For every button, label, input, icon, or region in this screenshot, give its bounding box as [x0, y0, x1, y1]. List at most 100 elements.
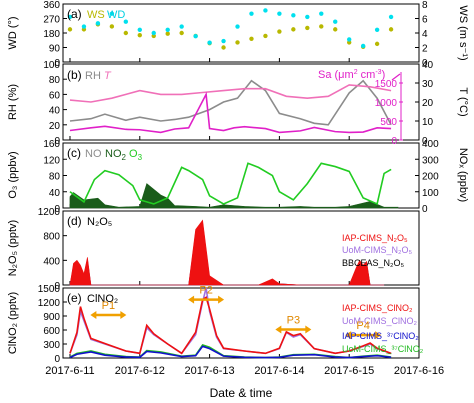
series-IAP-CIMS_³⁷ClNO₂-line: [69, 345, 392, 359]
y-tick-label: 80: [49, 75, 61, 86]
y2-tick-label: 1000: [375, 98, 398, 109]
arrow-head-right: [218, 295, 225, 304]
y-tick-label: 0: [54, 58, 60, 69]
ylabel-n2o5: N₂O₅ (pptv): [7, 220, 19, 276]
ylabel-ws: WS (m s⁻¹): [457, 5, 469, 60]
y-tick-label: 0: [54, 136, 60, 147]
point-WD: [291, 13, 296, 18]
legend-iap-n2o5: IAP-CIMS_N₂O₅: [342, 233, 408, 243]
panel-e-label: (e): [67, 291, 82, 305]
legend-rh: RH: [85, 70, 101, 82]
y-tick-label: 300: [43, 340, 60, 351]
y-tick-label: 40: [49, 106, 61, 117]
annotation-P4: P4: [356, 320, 369, 332]
annotation-P1: P1: [102, 300, 115, 312]
point-WD: [123, 19, 129, 24]
x-tick-label: 2017-6-14: [254, 365, 304, 377]
panel-b-label: (b): [67, 68, 82, 82]
arrow-head-right: [120, 311, 127, 319]
y-tick-label: 1200: [38, 298, 61, 309]
panel-d-species: N₂O₅: [87, 216, 112, 228]
point-WS: [333, 27, 338, 32]
y-tick-label: 2: [422, 44, 428, 55]
y2-tick-label: 0: [391, 136, 397, 147]
series-Sa-line: [69, 91, 392, 134]
point-WD: [346, 37, 352, 42]
y2-tick-label: 1500: [375, 79, 398, 90]
point-WS: [109, 24, 115, 29]
point-WS: [67, 27, 73, 32]
annotation-P3: P3: [287, 314, 300, 326]
point-WS: [123, 30, 129, 36]
y-tick-label: 30: [422, 79, 434, 90]
x-tick-label: 2017-6-12: [115, 365, 165, 377]
legend-no2: NO2: [105, 148, 127, 162]
point-WS: [374, 41, 380, 47]
y-tick-label: 40: [422, 60, 434, 71]
point-WD: [193, 34, 198, 39]
arrow-head-right: [375, 331, 382, 340]
point-WD: [81, 24, 87, 29]
y-tick-label: 0: [54, 204, 60, 215]
ylabel-clno2: ClNO₂ (pptv): [7, 292, 19, 354]
series-IAP-CIMS_N₂O₅-area: [69, 219, 385, 286]
y-tick-label: 0: [54, 281, 60, 292]
point-WD: [109, 11, 115, 16]
y-tick-label: 600: [43, 326, 60, 337]
y-tick-label: 1500: [38, 284, 61, 295]
arrow-head-left: [188, 295, 195, 304]
panel-d-label: (d): [67, 214, 82, 228]
panel-e-frame: [62, 287, 420, 359]
point-WS: [165, 31, 170, 36]
point-WS: [263, 33, 268, 39]
arrow-head-left: [275, 325, 282, 334]
legend-iap-37clno2: IAP-CIMS_³⁷ClNO₂: [342, 331, 419, 341]
series-BBCEAS_N₂O₅-area: [69, 228, 385, 286]
point-WD: [360, 43, 366, 49]
panel-a-label: (a): [67, 7, 82, 21]
legend-t: T: [104, 70, 112, 82]
y-tick-label: 0: [422, 58, 428, 69]
y2-tick-label: 500: [380, 117, 397, 128]
y-tick-label: 100: [422, 188, 439, 199]
point-WD: [333, 19, 338, 24]
point-WS: [388, 27, 394, 32]
y-tick-label: 800: [43, 232, 60, 243]
arrow-head-left: [345, 331, 352, 340]
legend-o3: O3: [129, 148, 143, 162]
point-WD: [235, 24, 240, 29]
y-tick-label: 0: [422, 136, 428, 147]
series-RH-line: [69, 79, 392, 126]
point-WD: [179, 24, 184, 29]
y-tick-label: 160: [43, 139, 60, 150]
point-WD: [305, 14, 310, 20]
point-WS: [291, 27, 296, 32]
ylabel-nox: NOₓ (ppbv): [457, 148, 469, 202]
y-tick-label: 80: [49, 172, 61, 183]
y-tick-label: 20: [49, 121, 61, 132]
y-tick-label: 0: [54, 354, 60, 365]
y-tick-label: 180: [43, 29, 60, 40]
point-WS: [179, 30, 184, 36]
arrow-head-right: [305, 325, 312, 334]
annotation-P2: P2: [199, 285, 212, 297]
legend-sa: Sa (μm2 cm-3): [318, 69, 385, 81]
legend-uom-n2o5: UoM-CIMS_N₂O₅: [342, 245, 412, 255]
y-tick-label: 200: [422, 172, 439, 183]
point-WS: [249, 36, 254, 41]
point-WD: [388, 14, 394, 20]
point-WD: [263, 8, 268, 13]
ylabel-t: T (°C): [457, 87, 469, 116]
y-tick-label: 400: [422, 139, 439, 150]
y-tick-label: 120: [43, 155, 60, 166]
y-tick-label: 20: [422, 98, 434, 109]
y-tick-label: 8: [422, 0, 428, 11]
point-WD: [137, 27, 142, 32]
point-WS: [319, 24, 324, 29]
y-tick-label: 0: [422, 204, 428, 215]
point-WS: [277, 29, 282, 34]
y-tick-label: 270: [43, 15, 60, 26]
y-tick-label: 300: [422, 155, 439, 166]
point-WD: [249, 11, 254, 16]
